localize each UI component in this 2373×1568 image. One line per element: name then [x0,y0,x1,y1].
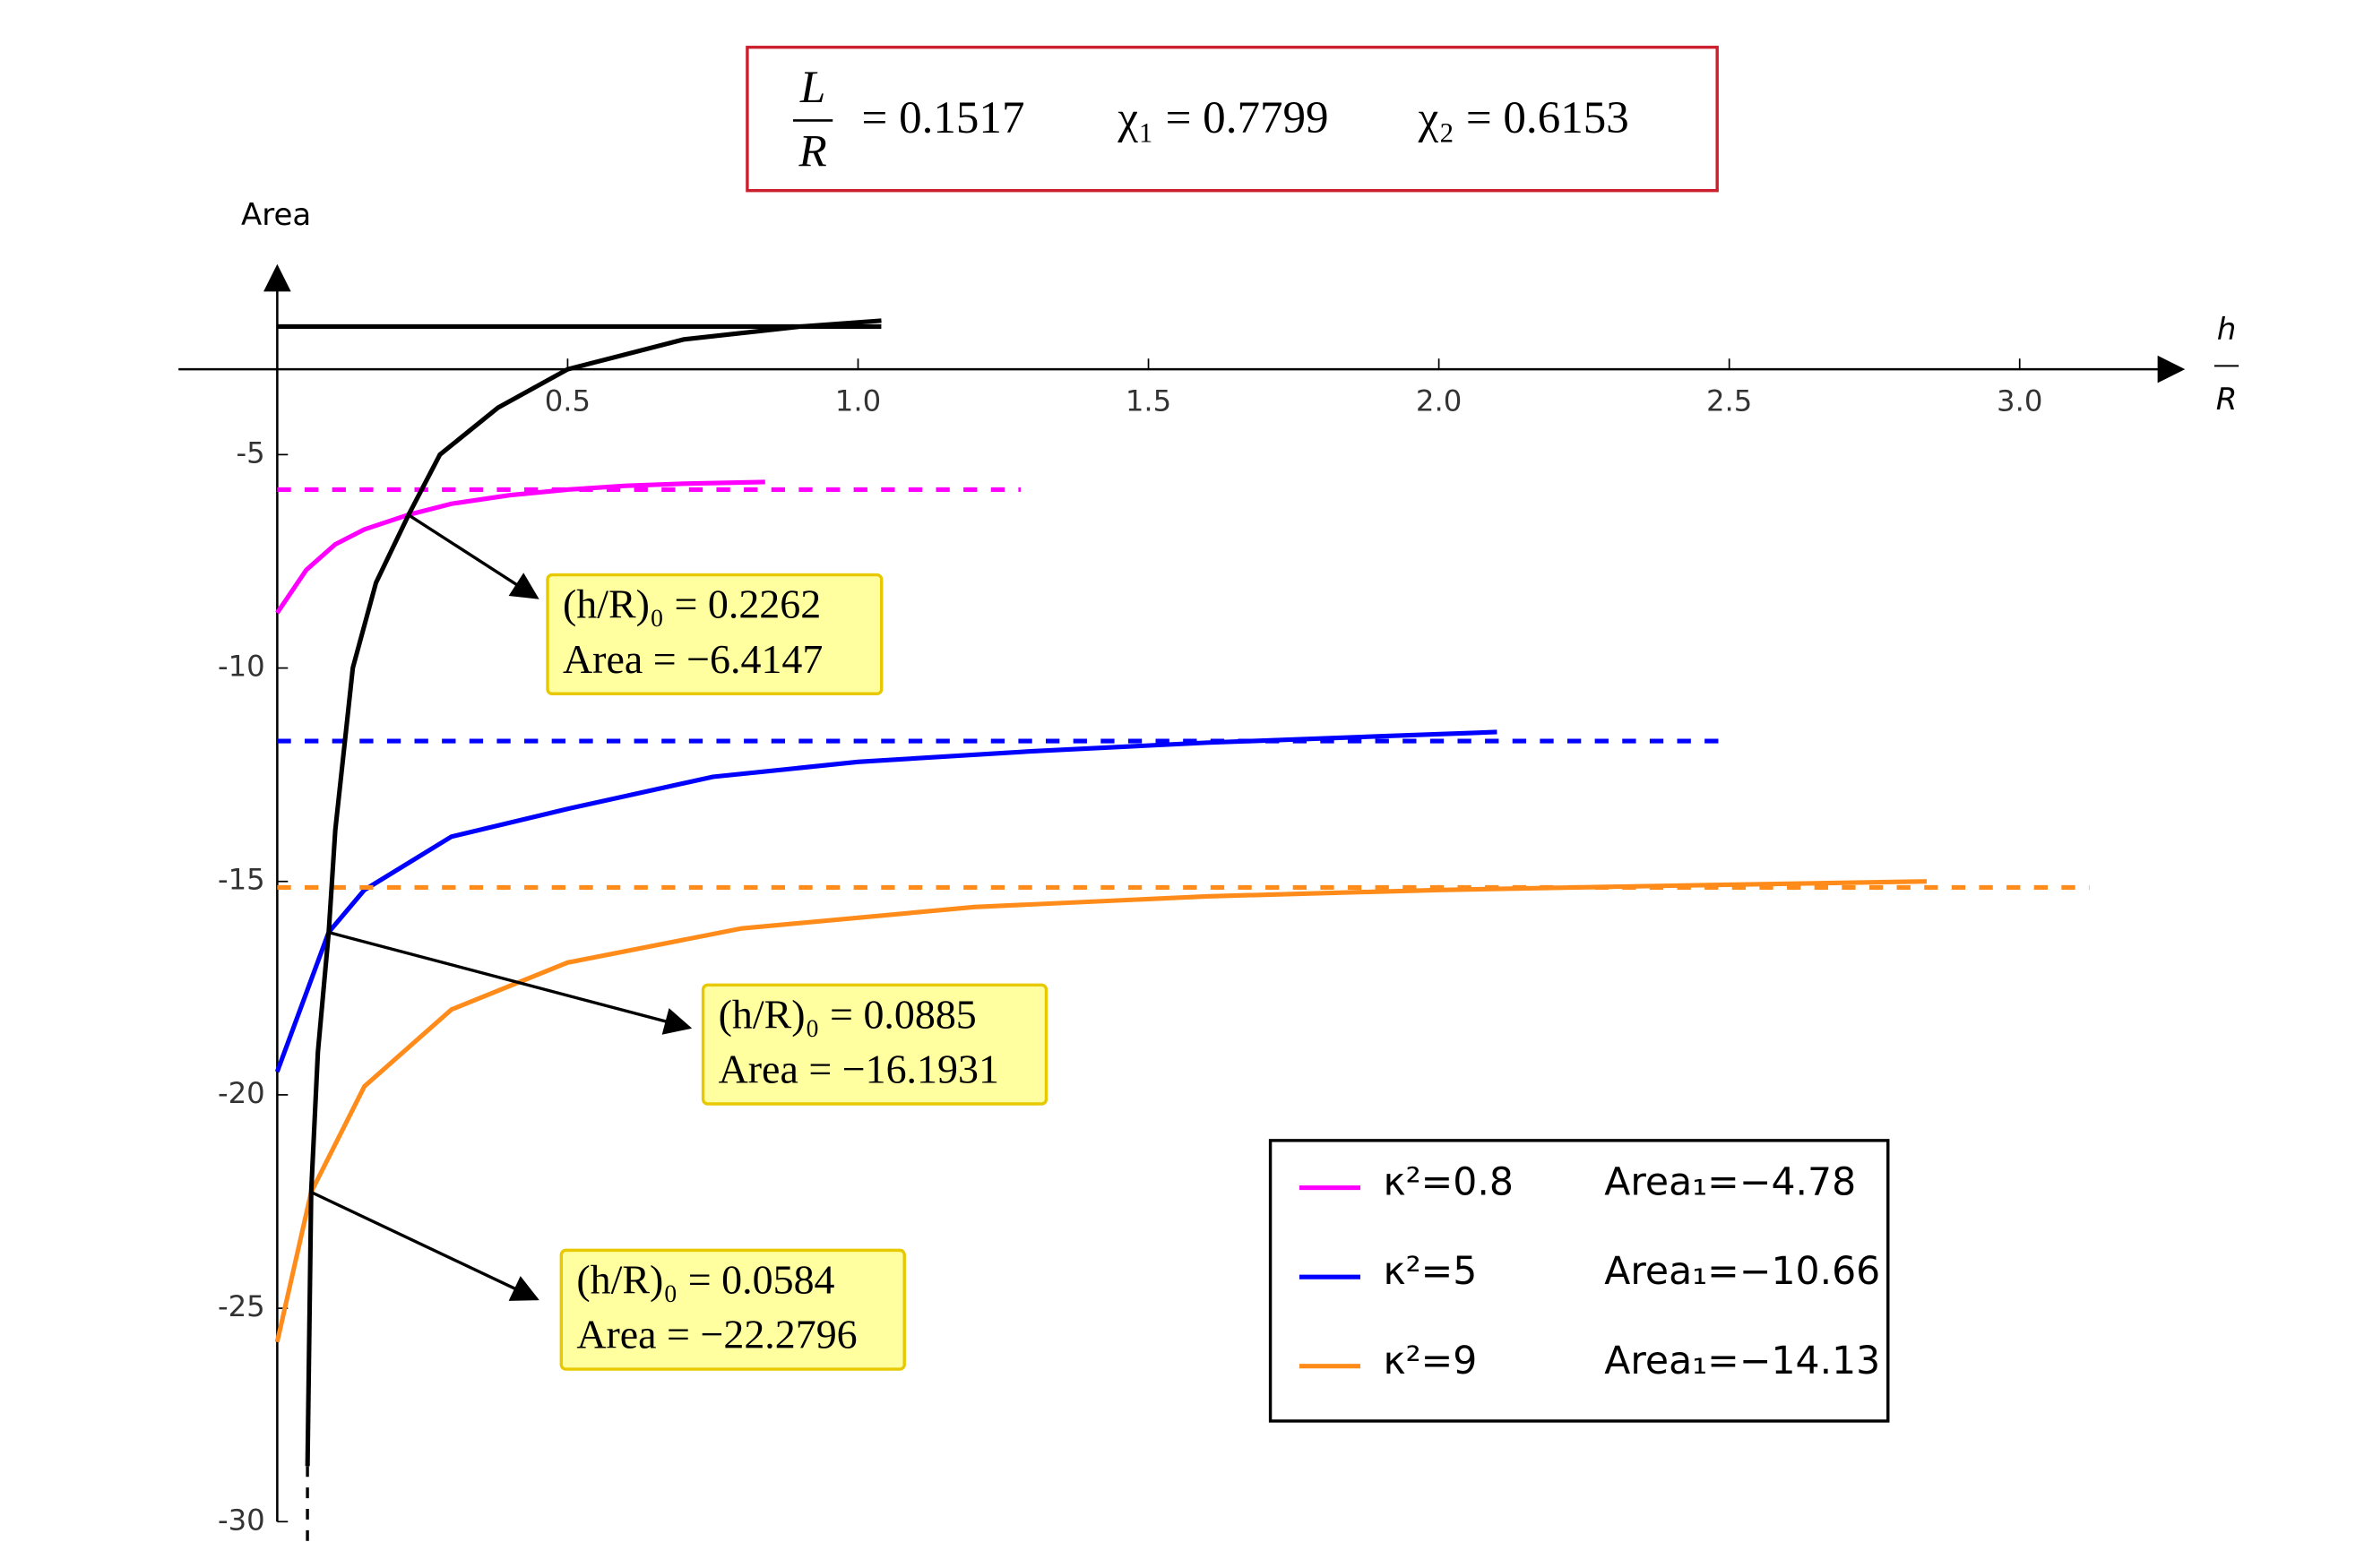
header-box [746,46,1719,193]
y-tick-label: -15 [218,863,265,897]
header-fraction-bottom: R [798,126,826,177]
annotation-label: (h/R)₀ = 0.0584 [576,1256,834,1302]
y-tick-label: -25 [218,1289,265,1323]
x-tick-label: 1.5 [1126,384,1171,418]
legend-area: Area₁=−14.13 [1604,1340,1880,1383]
annotation-label: (h/R)₀ = 0.0885 [719,991,977,1037]
y-tick-label: -10 [218,650,265,684]
annotation-arrow [408,513,539,599]
legend-label: κ²=9 [1384,1340,1478,1383]
series-line [274,879,1928,1343]
series-line [275,479,765,615]
x-tick-label: 1.0 [835,384,881,418]
annotation-arrow [310,1190,539,1301]
y-tick-label: -5 [237,435,265,470]
annotation-area: Area = −6.4147 [563,636,823,682]
annotation-box [701,983,1048,1106]
y-tick-label: -20 [218,1076,265,1110]
x-tick-label: 0.5 [545,384,591,418]
legend-box [1268,1139,1890,1423]
series-line [274,729,1497,1073]
header-fraction-top: L [799,63,825,113]
annotation-arrow [328,930,693,1035]
header-item: = 0.1517 [862,93,1025,143]
curve-line [305,318,882,1467]
x-axis-label-bottom: R [2216,382,2238,418]
y-axis-label: Area [241,197,311,233]
x-axis-label-top: h [2217,312,2237,348]
annotation-label: (h/R)₀ = 0.2262 [563,582,821,627]
header-item: χ₁ = 0.7799 [1117,93,1328,143]
annotation-box [559,1248,906,1371]
x-tick-label: 2.0 [1416,384,1462,418]
annotation-box [546,573,884,695]
legend-label: κ²=0.8 [1384,1161,1514,1205]
legend-area: Area₁=−4.78 [1604,1161,1856,1205]
annotation-area: Area = −22.2796 [576,1312,857,1357]
x-tick-label: 2.5 [1706,384,1752,418]
annotation-area: Area = −16.1931 [719,1047,999,1092]
legend-area: Area₁=−10.66 [1604,1250,1880,1294]
header-item: χ₂ = 0.6153 [1418,93,1629,143]
x-tick-label: 3.0 [1997,384,2042,418]
legend-label: κ²=5 [1384,1250,1478,1294]
y-tick-label: -30 [218,1503,265,1537]
